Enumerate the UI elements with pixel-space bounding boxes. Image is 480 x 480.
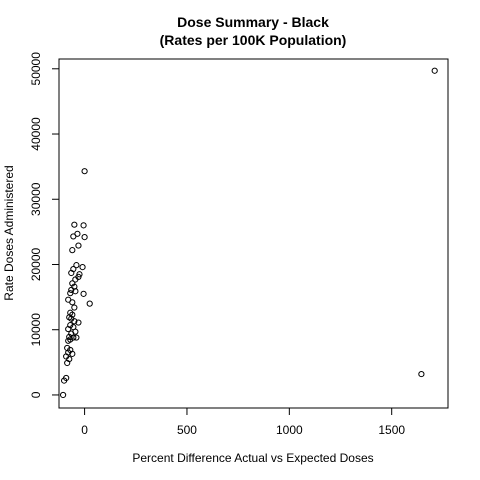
data-point: [75, 319, 82, 326]
plot-frame: [58, 58, 449, 409]
data-points: [59, 67, 438, 399]
data-point: [59, 391, 67, 399]
data-point: [86, 300, 93, 307]
data-point: [72, 288, 79, 295]
data-point: [75, 242, 82, 249]
data-point: [69, 350, 76, 357]
x-tick-label: 0: [81, 423, 88, 437]
x-tick-label: 1000: [276, 423, 303, 437]
y-tick-label: 20000: [29, 247, 43, 281]
data-point: [68, 286, 75, 294]
x-axis-label: Percent Difference Actual vs Expected Do…: [132, 451, 373, 465]
y-tick-label: 0: [29, 391, 43, 398]
data-point: [69, 247, 76, 254]
data-point: [431, 67, 438, 74]
x-axis: 0 500 1000 1500: [81, 407, 405, 437]
data-point: [64, 359, 71, 367]
y-tick-label: 40000: [29, 117, 43, 151]
data-point: [72, 276, 79, 283]
data-point: [80, 222, 87, 229]
data-point: [70, 334, 77, 341]
data-point: [81, 168, 88, 175]
data-point: [80, 290, 87, 297]
chart-title: Dose Summary - Black: [177, 14, 329, 30]
data-point: [65, 325, 72, 333]
data-point: [73, 334, 80, 341]
data-point: [71, 304, 78, 311]
y-axis-label: Rate Doses Administered: [2, 165, 16, 300]
x-tick-label: 1500: [378, 423, 405, 437]
data-point: [73, 262, 80, 269]
data-point: [67, 290, 74, 297]
y-tick-label: 30000: [29, 182, 43, 216]
data-point: [74, 230, 81, 237]
data-point: [79, 263, 86, 271]
data-point: [61, 377, 68, 384]
y-tick-label: 50000: [29, 52, 43, 86]
data-point: [418, 370, 425, 378]
data-point: [71, 221, 78, 228]
data-point: [71, 318, 78, 325]
data-point: [69, 299, 76, 306]
chart-subtitle: (Rates per 100K Population): [160, 32, 347, 48]
data-point: [65, 337, 72, 344]
data-point: [81, 233, 88, 241]
y-axis: 0 10000 20000 30000 40000 50000: [29, 52, 60, 398]
y-tick-label: 10000: [29, 313, 43, 347]
x-tick-label: 500: [177, 423, 197, 437]
data-point: [68, 269, 75, 277]
